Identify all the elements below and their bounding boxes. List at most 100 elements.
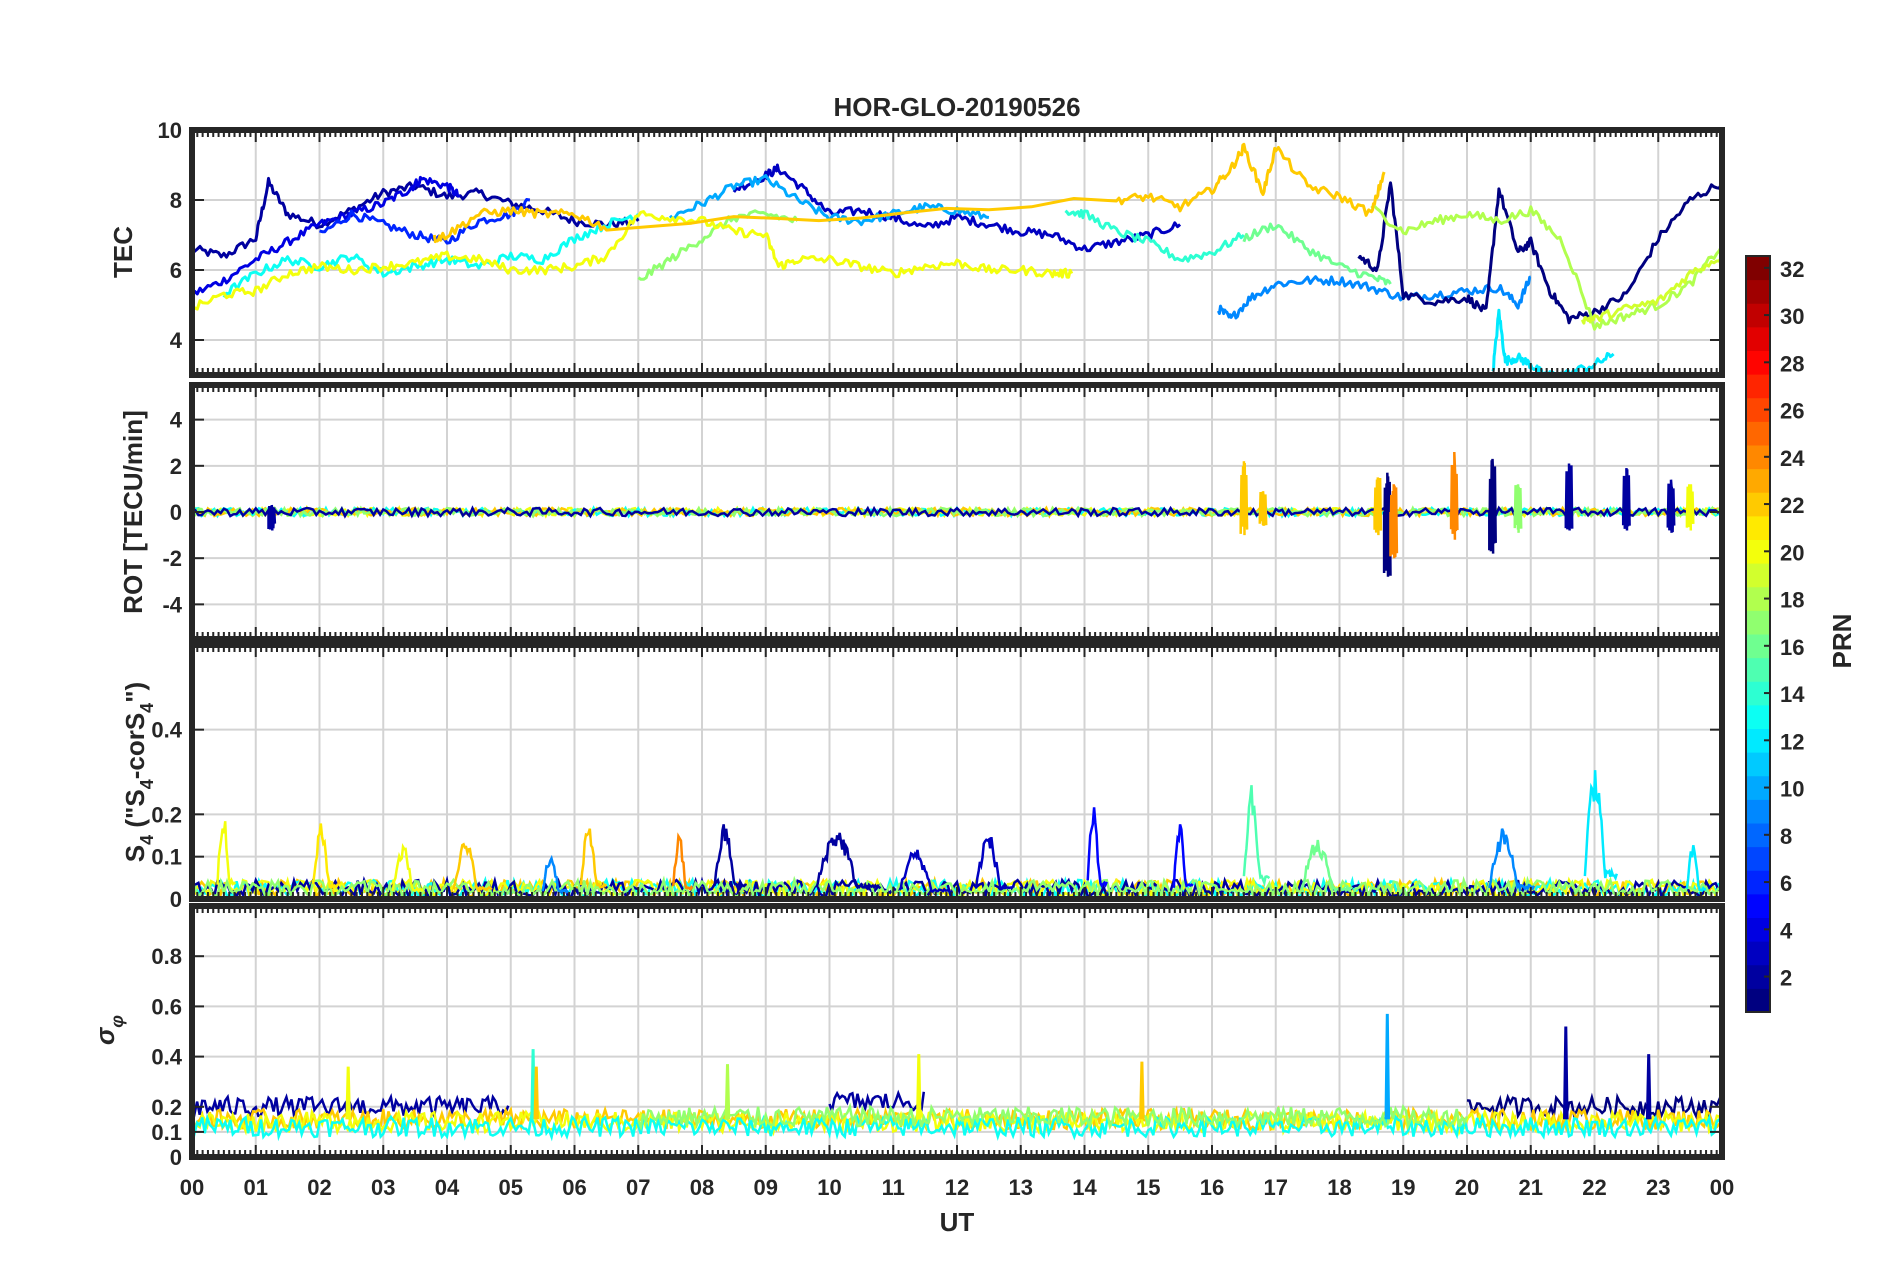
colorbar-tick-label: 20	[1780, 540, 1804, 565]
x-tick-label: 10	[817, 1175, 841, 1200]
x-tick-label: 18	[1327, 1175, 1351, 1200]
rot-spike-prn-22	[1239, 461, 1249, 536]
s4-burst-prn-16	[1300, 839, 1354, 893]
colorbar-tick-label: 26	[1780, 399, 1804, 424]
rot-spike-prn-2	[1666, 479, 1676, 533]
rot-spike-prn-20	[1685, 484, 1695, 531]
colorbar-segment	[1746, 657, 1770, 682]
colorbar-label: PRN	[1827, 614, 1857, 669]
s4-baseline-prn-17	[192, 875, 1720, 899]
y-tick-label: 0.6	[151, 994, 182, 1019]
y-tick-label: 6	[170, 258, 182, 283]
rot-baseline-prn-2	[192, 505, 1720, 520]
y-tick-label: 0.4	[151, 718, 182, 743]
s4-burst-prn-20	[391, 843, 424, 893]
x-tick-label: 05	[499, 1175, 523, 1200]
colorbar-tick-label: 6	[1780, 871, 1792, 896]
colorbar-tick-label: 32	[1780, 257, 1804, 282]
s4-burst-prn-12	[1685, 844, 1707, 893]
tec-series-prn-1	[1357, 181, 1722, 325]
sigma-phi-series-prn-1	[1466, 1092, 1722, 1122]
colorbar-tick-label: 14	[1780, 682, 1805, 707]
colorbar-tick-label: 30	[1780, 304, 1804, 329]
rot-spike-prn-2	[1564, 463, 1574, 531]
sigma-phi-spike-prn-2	[1563, 1026, 1569, 1120]
sigma-phi-spike-prn-14	[530, 1049, 536, 1120]
y-tick-label: 10	[158, 118, 182, 143]
tec-series-prn-20	[192, 210, 1074, 311]
x-tick-label: 03	[371, 1175, 395, 1200]
colorbar-segment	[1746, 326, 1770, 351]
y-tick-label: -4	[162, 592, 182, 617]
rot-baseline-prn-17	[192, 505, 1720, 519]
x-tick-label: 23	[1646, 1175, 1670, 1200]
x-tick-label: 16	[1200, 1175, 1224, 1200]
rot-spike-prn-24	[1449, 451, 1459, 540]
s4-burst-prn-12	[1583, 770, 1618, 882]
x-tick-label: 01	[244, 1175, 268, 1200]
s4-burst-prn-3	[974, 837, 1015, 890]
tec-panel: 4 6 8 10	[158, 118, 1725, 378]
tec-series-prn-3	[732, 163, 1182, 253]
y-tick-label: 0.2	[151, 1095, 182, 1120]
colorbar-segment	[1746, 893, 1770, 918]
y-tick-label: 0.4	[151, 1045, 182, 1070]
rot-spike-prn-22	[1258, 491, 1268, 526]
y-tick-label: 0	[170, 887, 182, 912]
colorbar-segment	[1746, 374, 1770, 399]
rot-spike-prn-24	[1389, 484, 1399, 559]
y-tick-label: 8	[170, 188, 182, 213]
colorbar-frame	[1745, 255, 1771, 1013]
colorbar-segment	[1746, 563, 1770, 588]
colorbar-segment	[1746, 279, 1770, 304]
s4-burst-prn-2	[713, 824, 748, 891]
x-tick-label: 17	[1264, 1175, 1288, 1200]
x-tick-label: 22	[1582, 1175, 1606, 1200]
sigma-phi-spike-prn-22	[1139, 1061, 1145, 1120]
colorbar-tick-label: 28	[1780, 351, 1804, 376]
s4-baseline-prn-2	[192, 875, 1720, 899]
y-tick-label: 0.8	[151, 944, 182, 969]
y-tick-label: -2	[162, 546, 182, 571]
tec-series-prn-19	[1580, 255, 1722, 325]
rot-panel: -4 -2 0 2 4	[162, 382, 1725, 642]
x-tick-label: 06	[562, 1175, 586, 1200]
colorbar-tick-label: 18	[1780, 588, 1804, 613]
s4-burst-prn-22	[579, 828, 608, 889]
colorbar-segment	[1746, 941, 1770, 966]
x-tick-label: 02	[307, 1175, 331, 1200]
sigma-phi-spike-prn-10	[1384, 1013, 1391, 1120]
s4-burst-prn-5	[1086, 807, 1108, 888]
tec-series-prn-9	[1216, 275, 1532, 320]
s4-burst-prn-21	[311, 823, 340, 891]
colorbar-segment	[1746, 610, 1770, 635]
s4-burst-prn-5	[1172, 824, 1194, 888]
sigma-phi-panel: 00.10.2 0.4 0.6 0.8 00 01 02 03 04 05 06 07 08 09 10 11…	[151, 903, 1734, 1200]
sigma-phi-spike-prn-20	[916, 1054, 922, 1120]
x-tick-label: 07	[626, 1175, 650, 1200]
y-tick-label: 4	[170, 408, 183, 433]
x-tick-label: 20	[1455, 1175, 1479, 1200]
colorbar-segment	[1746, 468, 1770, 493]
colorbar-segment	[1746, 421, 1770, 446]
colorbar-tick-label: 24	[1780, 446, 1805, 471]
colorbar-segment	[1746, 752, 1770, 777]
s4-burst-prn-9	[1488, 828, 1536, 893]
x-tick-label: 09	[754, 1175, 778, 1200]
y-tick-label: 0	[170, 500, 182, 525]
colorbar-segment	[1746, 799, 1770, 824]
tec-series-prn-14	[1064, 208, 1245, 263]
colorbar-tick-label: 4	[1780, 918, 1793, 943]
s4-panel: 0 0.1 0.2 0.4	[151, 642, 1725, 912]
s4-burst-prn-2	[815, 832, 882, 891]
colorbar-tick-label: 10	[1780, 777, 1804, 802]
rot-spike-prn-22	[1373, 477, 1383, 536]
y-tick-label: 4	[170, 328, 183, 353]
s4-burst-prn-15	[1242, 785, 1271, 888]
x-tick-label: 00	[1710, 1175, 1734, 1200]
sigma-phi-spike-prn-18	[724, 1064, 731, 1120]
tec-series-prn-16	[1242, 222, 1392, 286]
rot-spike-prn-1	[1488, 458, 1497, 554]
plot-area	[192, 142, 1722, 375]
colorbar-segment	[1746, 988, 1770, 1013]
